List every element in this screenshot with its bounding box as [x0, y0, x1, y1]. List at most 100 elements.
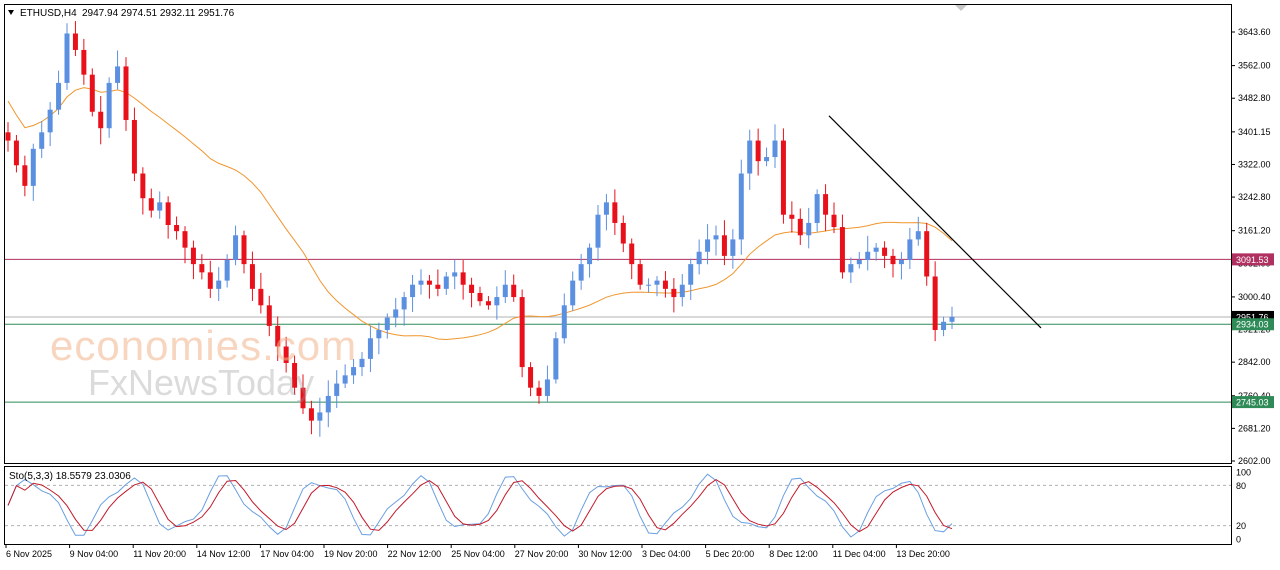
x-tick-label: 19 Nov 20:00	[324, 549, 378, 559]
x-tick-label: 9 Nov 04:00	[70, 549, 119, 559]
y-tick-label: 3322.00	[1238, 159, 1271, 169]
candle-body	[258, 288, 264, 306]
candle-body	[64, 33, 70, 83]
y-tick-label: 3562.00	[1238, 61, 1271, 71]
candle-body	[477, 292, 483, 302]
candle-body	[780, 140, 786, 215]
stoch-signal-line	[7, 478, 953, 533]
candle-body	[443, 276, 449, 289]
candle-body	[738, 173, 744, 240]
candle-body	[823, 194, 829, 215]
candle-body	[418, 280, 424, 285]
candle-body	[325, 395, 331, 413]
stochastic-frame	[4, 466, 1232, 545]
candle-body	[696, 251, 702, 265]
candle-body	[662, 280, 668, 289]
candle-body	[5, 132, 11, 141]
candle-body	[393, 309, 399, 318]
candle-body	[578, 264, 584, 281]
stoch-level-label: 80	[1236, 481, 1246, 491]
candle-body	[730, 239, 736, 256]
x-tick-label: 11 Nov 20:00	[133, 549, 186, 559]
candle-body	[595, 214, 601, 248]
x-tick-label: 5 Dec 20:00	[706, 549, 755, 559]
candle-body	[612, 202, 618, 223]
candle-body	[646, 284, 652, 286]
candle-body	[22, 165, 28, 186]
candle-body	[561, 305, 567, 339]
candle-body	[148, 198, 154, 211]
candle-body	[755, 140, 761, 162]
candle-body	[907, 239, 913, 261]
candle-body	[637, 264, 643, 285]
candle-body	[469, 284, 475, 293]
candle-body	[56, 82, 62, 110]
candle-body	[747, 140, 753, 174]
y-tick-label: 2842.00	[1238, 357, 1271, 367]
candle-body	[216, 280, 222, 289]
scroll-marker-icon[interactable]	[955, 5, 967, 11]
candle-body	[182, 231, 188, 248]
candle-body	[679, 284, 685, 298]
candle-body	[106, 82, 112, 129]
candle-body	[174, 225, 180, 232]
candle-body	[233, 235, 239, 261]
candle-body	[924, 231, 930, 277]
candle-body	[536, 387, 542, 396]
level-price-tag: 3091.53	[1236, 255, 1269, 265]
candle-body	[460, 272, 466, 285]
x-tick-label: 27 Nov 20:00	[515, 549, 569, 559]
ohlc-values: 2947.94 2974.51 2932.11 2951.76	[82, 8, 235, 19]
candle-body	[13, 140, 19, 166]
candle-body	[603, 202, 609, 215]
candle-body	[949, 316, 955, 322]
candle-body	[932, 276, 938, 331]
candle-body	[401, 297, 407, 310]
candle-body	[831, 214, 837, 228]
candle-body	[300, 387, 306, 409]
candle-body	[865, 251, 871, 261]
candle-body	[941, 321, 947, 331]
y-tick-label: 2681.20	[1238, 423, 1271, 433]
x-tick-label: 30 Nov 12:00	[578, 549, 632, 559]
candle-body	[266, 305, 272, 326]
candle-body	[873, 247, 879, 252]
candle-body	[789, 214, 795, 219]
stoch-main-line	[7, 473, 953, 538]
candle-body	[376, 330, 382, 339]
candle-body	[544, 379, 550, 396]
candle-body	[848, 264, 854, 273]
candle-body	[283, 346, 289, 363]
symbol-label: ETHUSD,H4	[20, 8, 77, 19]
y-tick-label: 3000.40	[1238, 292, 1271, 302]
candle-body	[620, 222, 626, 244]
candle-body	[140, 173, 146, 199]
candle-body	[764, 157, 770, 162]
x-tick-label: 17 Nov 04:00	[260, 549, 314, 559]
stoch-level-label: 100	[1236, 468, 1251, 478]
candle-body	[199, 264, 205, 273]
candle-body	[115, 66, 121, 83]
x-tick-label: 11 Dec 04:00	[833, 549, 886, 559]
candle-body	[654, 280, 660, 285]
candle-body	[502, 284, 508, 298]
candle-body	[410, 284, 416, 298]
x-tick-label: 22 Nov 12:00	[388, 549, 442, 559]
level-price-tag-bg	[1232, 253, 1274, 266]
candle-body	[224, 260, 230, 281]
candle-body	[367, 338, 373, 359]
dropdown-triangle-icon[interactable]	[8, 10, 14, 15]
candle-body	[721, 235, 727, 256]
candle-body	[806, 222, 812, 236]
candle-body	[570, 280, 576, 306]
candle-body	[797, 218, 803, 236]
candle-body	[359, 358, 365, 368]
candle-body	[47, 109, 53, 133]
candle-body	[317, 412, 323, 421]
level-price-tag: 2934.03	[1236, 320, 1269, 330]
candle-body	[519, 297, 525, 368]
candle-body	[334, 383, 340, 396]
candle-body	[384, 317, 390, 331]
